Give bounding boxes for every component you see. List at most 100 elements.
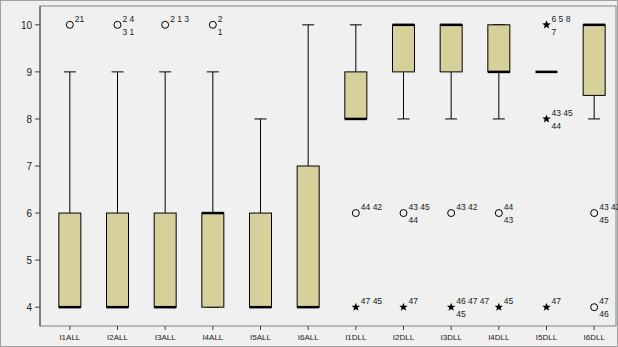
outlier-label: 47 [409, 296, 419, 306]
outlier-label: 46 47 47 [456, 296, 489, 306]
whisker-lower [498, 72, 499, 119]
y-tick-label: 10 [21, 20, 33, 31]
outlier-label: 44 [504, 202, 514, 212]
whisker-cap-upper [64, 71, 76, 72]
x-tick [165, 326, 166, 330]
x-tick [355, 326, 356, 330]
outlier [209, 21, 216, 28]
outlier [352, 210, 359, 217]
whisker-cap-upper [159, 71, 171, 72]
whisker-cap-lower [493, 118, 505, 119]
whisker-upper [69, 72, 70, 213]
box [202, 213, 224, 307]
x-tick [260, 326, 261, 330]
outlier [448, 210, 455, 217]
y-tick [35, 213, 40, 214]
plot-frame [40, 6, 616, 326]
whisker-cap-lower [398, 118, 410, 119]
outlier-label: 43 42 [599, 202, 618, 212]
box [440, 25, 462, 72]
outlier [400, 210, 407, 217]
whisker-upper [117, 72, 118, 213]
box [345, 72, 367, 119]
outlier-label: 44 42 [361, 202, 383, 212]
y-tick [35, 118, 40, 119]
box [536, 71, 558, 72]
y-tick-label: 4 [26, 302, 32, 313]
x-tick [546, 326, 547, 330]
box [488, 25, 510, 72]
outlier [591, 304, 598, 311]
box [154, 213, 176, 307]
median [250, 306, 272, 309]
outlier [66, 21, 73, 28]
y-tick-label: 5 [26, 255, 32, 266]
whisker-cap-upper [350, 24, 362, 25]
outlier [495, 210, 502, 217]
outlier-label: 47 45 [361, 296, 383, 306]
x-tick-label: I4ALL [202, 333, 223, 342]
x-tick-label: I5ALL [250, 333, 271, 342]
median [393, 24, 415, 27]
y-tick [35, 307, 40, 308]
x-tick-label: I4DLL [488, 333, 510, 342]
outlier-label: 43 45 [409, 202, 431, 212]
outlier-label: 3 1 [123, 27, 135, 37]
whisker-lower [451, 72, 452, 119]
whisker-upper [308, 25, 309, 166]
extreme-outlier [447, 303, 456, 311]
x-tick [451, 326, 452, 330]
y-tick [35, 24, 40, 25]
outlier [591, 210, 598, 217]
whisker-upper [165, 72, 166, 213]
y-tick [35, 260, 40, 261]
y-tick-label: 9 [26, 67, 32, 78]
y-tick-label: 8 [26, 114, 32, 125]
whisker-upper [355, 25, 356, 72]
whisker-upper [260, 119, 261, 213]
marks [59, 20, 605, 311]
outlier-label: 43 [504, 215, 514, 225]
box [107, 213, 129, 307]
extreme-outlier [495, 303, 504, 311]
y-tick-label: 6 [26, 208, 32, 219]
outlier-label: 43 45 [552, 108, 574, 118]
median [154, 306, 176, 309]
background [1, 1, 618, 347]
outlier [162, 21, 169, 28]
x-tick [69, 326, 70, 330]
whisker-cap-upper [112, 71, 124, 72]
median [536, 71, 558, 74]
x-tick-label: I6DLL [583, 333, 605, 342]
outlier-label: 44 [552, 121, 562, 131]
box [583, 25, 605, 96]
outlier-label: 46 [599, 309, 609, 319]
x-tick [403, 326, 404, 330]
median [345, 118, 367, 121]
y-tick [35, 71, 40, 72]
outlier-label: 2 4 [123, 14, 135, 24]
outlier-label: 45 [504, 296, 514, 306]
outlier-label: 7 [552, 27, 557, 37]
median [488, 71, 510, 74]
outlier-label: 21 [75, 14, 85, 24]
outlier-label: 47 [552, 296, 562, 306]
whisker-cap-lower [445, 118, 457, 119]
outlier-label: 43 42 [456, 202, 478, 212]
x-tick-label: I3DLL [440, 333, 462, 342]
y-tick [35, 166, 40, 167]
median [583, 24, 605, 27]
x-tick [308, 326, 309, 330]
outlier-label: 45 [456, 309, 466, 319]
outlier-label: 1 [218, 27, 223, 37]
outlier-label: 2 [218, 14, 223, 24]
x-tick [498, 326, 499, 330]
whisker-upper [212, 72, 213, 213]
outlier-label: 45 [599, 215, 609, 225]
extreme-outlier [399, 303, 408, 311]
median [59, 306, 81, 309]
x-tick-label: I6ALL [298, 333, 319, 342]
whisker-cap-lower [588, 118, 600, 119]
outlier-label: 6 5 8 [552, 14, 571, 24]
chart: 45678910I1ALLI2ALLI3ALLI4ALLI5ALLI6ALLI1… [0, 0, 618, 347]
